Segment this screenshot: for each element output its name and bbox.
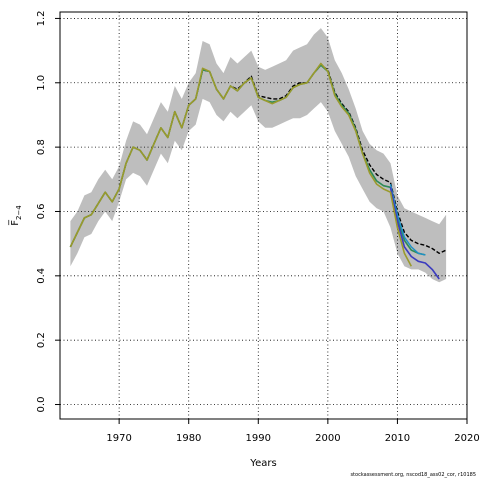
y-axis: 0.0 0.2 0.4 0.6 0.8 1.0 1.2 [36,10,60,412]
y-axis-title-main: F̅ [8,219,21,226]
footer-note: stockassessment.org, nscod18_ass02_cor, … [350,472,476,478]
y-tick-label: 0.2 [36,332,47,348]
x-axis-title: Years [249,458,276,469]
x-tick-label: 2020 [454,433,479,444]
x-tick-label: 2010 [385,433,410,444]
plot-frame [59,11,468,420]
x-tick-label: 1990 [246,433,271,444]
y-axis-title-subscript: 2−4 [15,205,23,220]
y-tick-label: 0.4 [36,268,47,284]
y-tick-label: 1.0 [36,75,47,91]
series-layer [69,62,447,280]
series-line-5 [69,62,413,267]
series-line-4 [389,187,440,280]
y-tick-label: 1.2 [36,10,47,26]
y-axis-title: F̅2−4 [8,205,23,226]
y-tick-label: 0.8 [36,139,47,155]
confidence-band [70,28,447,283]
x-axis: 1970 1980 1990 2000 2010 2020 [106,419,480,444]
series-line-3 [389,183,426,256]
y-tick-label: 0.0 [36,397,47,413]
y-tick-label: 0.6 [36,204,47,220]
x-tick-label: 1980 [176,433,201,444]
confidence-band-layer [70,28,447,283]
x-tick-label: 2000 [315,433,340,444]
x-tick-label: 1970 [106,433,131,444]
